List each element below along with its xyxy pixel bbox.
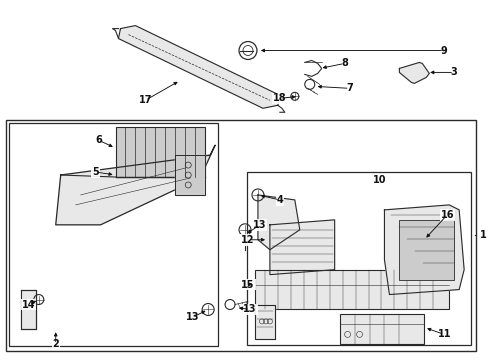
Text: 13: 13	[243, 305, 257, 315]
Polygon shape	[270, 220, 335, 275]
Text: 16: 16	[441, 210, 454, 220]
Bar	[399, 220, 454, 280]
Text: 14: 14	[22, 300, 36, 310]
Polygon shape	[399, 62, 429, 84]
Text: 13: 13	[253, 220, 267, 230]
Text: 17: 17	[139, 95, 152, 105]
Text: 7: 7	[346, 84, 353, 93]
Polygon shape	[255, 305, 275, 339]
Text: 8: 8	[341, 58, 348, 68]
Polygon shape	[258, 195, 300, 250]
Polygon shape	[21, 289, 36, 329]
Text: 18: 18	[273, 93, 287, 103]
Bar	[116, 127, 205, 177]
Bar	[9, 123, 218, 346]
Text: 3: 3	[451, 67, 458, 77]
Polygon shape	[56, 145, 215, 225]
Polygon shape	[385, 205, 464, 294]
Text: 10: 10	[373, 175, 386, 185]
Bar	[247, 172, 471, 345]
Text: 5: 5	[92, 167, 99, 177]
Polygon shape	[119, 26, 280, 108]
Text: 12: 12	[241, 235, 255, 245]
Text: 1: 1	[480, 230, 487, 240]
Bar	[340, 315, 424, 345]
Text: 9: 9	[441, 45, 447, 55]
Text: 2: 2	[52, 339, 59, 349]
Text: 11: 11	[438, 329, 451, 339]
Polygon shape	[175, 155, 205, 195]
Text: 4: 4	[276, 195, 283, 205]
Text: 15: 15	[241, 280, 255, 289]
Text: 13: 13	[185, 312, 199, 323]
Bar	[255, 270, 449, 310]
Text: 6: 6	[95, 135, 102, 145]
Bar	[6, 120, 476, 351]
